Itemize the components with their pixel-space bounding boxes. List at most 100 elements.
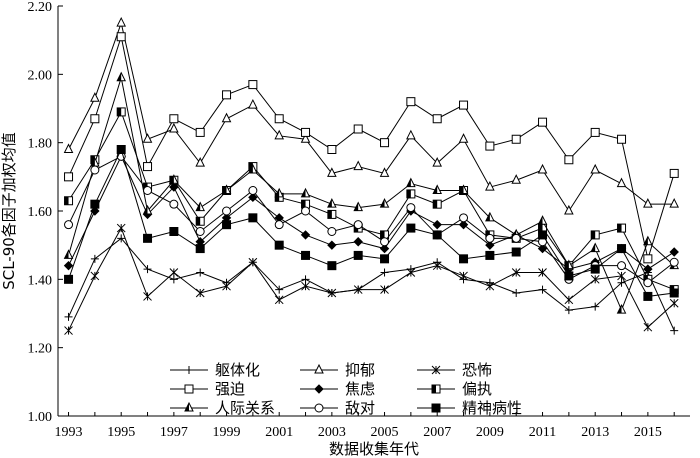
legend-label: 敌对 — [345, 399, 375, 417]
x-tick-label: 2011 — [529, 425, 556, 440]
legend-item: 焦虑 — [300, 380, 375, 398]
legend-marker — [185, 366, 193, 374]
data-point — [617, 271, 626, 281]
data-point — [301, 275, 310, 284]
data-point — [643, 278, 653, 288]
legend-marker — [431, 365, 441, 375]
legend-marker — [431, 403, 441, 413]
data-point — [616, 177, 627, 188]
data-point — [195, 127, 205, 137]
data-point — [591, 302, 600, 311]
data-point — [116, 223, 126, 233]
data-point — [564, 259, 574, 270]
data-point — [432, 230, 442, 240]
data-point — [353, 237, 363, 247]
y-tick-label: 1.60 — [28, 205, 53, 220]
data-point — [143, 162, 153, 172]
x-tick-label: 1995 — [107, 425, 135, 440]
data-point — [616, 303, 627, 314]
data-point — [459, 213, 469, 223]
data-point — [274, 295, 284, 305]
data-point — [590, 230, 600, 240]
data-point — [117, 234, 126, 243]
data-point — [274, 187, 285, 198]
data-point — [90, 165, 100, 175]
x-tick-label: 2001 — [265, 425, 293, 440]
series-2 — [64, 223, 679, 335]
legend-marker — [431, 384, 441, 394]
legend-marker — [314, 403, 324, 413]
data-point — [169, 199, 179, 209]
data-point — [195, 201, 206, 212]
data-point — [459, 254, 469, 264]
data-point — [511, 134, 521, 144]
data-point — [485, 250, 495, 260]
data-point — [512, 289, 521, 297]
legend-label: 抑郁 — [345, 361, 375, 379]
y-tick-label: 1.00 — [28, 410, 53, 425]
data-point — [669, 247, 679, 257]
data-point — [379, 167, 390, 177]
data-point — [64, 326, 73, 335]
data-point — [353, 220, 363, 230]
plot-frame — [57, 6, 690, 417]
data-point — [353, 124, 363, 134]
y-tick-label: 1.80 — [28, 137, 53, 152]
data-point — [116, 71, 127, 82]
data-point — [116, 145, 126, 154]
data-point — [406, 268, 416, 277]
data-point — [617, 134, 627, 144]
data-point — [669, 168, 679, 178]
y-tick-label: 1.40 — [28, 273, 53, 288]
series-line — [68, 155, 675, 284]
data-point — [458, 184, 469, 194]
y-tick-label: 2.20 — [28, 0, 53, 15]
data-point — [538, 268, 547, 277]
data-point — [617, 223, 627, 233]
y-axis-title: SCL-90各因子加权均值 — [0, 132, 18, 290]
data-point — [300, 133, 311, 143]
data-point — [485, 211, 495, 222]
data-point — [169, 122, 179, 133]
data-point — [64, 312, 73, 321]
data-point — [511, 247, 521, 257]
x-tick-label: 1993 — [55, 425, 83, 440]
data-point — [669, 288, 679, 298]
data-point — [353, 285, 363, 294]
data-point — [538, 285, 547, 294]
data-point — [643, 254, 653, 264]
series-line — [68, 155, 675, 270]
x-axis-title: 数据收集年代 — [329, 440, 419, 458]
data-point — [248, 192, 258, 203]
series-line — [68, 110, 675, 291]
data-point — [327, 261, 337, 271]
data-point — [327, 209, 337, 219]
x-tick-label: 2009 — [476, 425, 504, 440]
data-point — [432, 114, 442, 124]
series-line — [68, 237, 675, 331]
data-point — [458, 133, 469, 143]
legend-item: 人际关系 — [170, 399, 275, 417]
data-point — [379, 243, 390, 254]
legend-marker — [314, 363, 324, 374]
series-line — [68, 21, 675, 212]
data-point — [169, 268, 179, 277]
legend-item: 精神病性 — [417, 399, 522, 417]
data-point — [248, 257, 258, 267]
x-ticks: 1993 1995 1997 1999 2001 2003 2005 2007 2009 2011… — [55, 412, 675, 440]
series-line — [68, 34, 675, 261]
data-point — [432, 261, 442, 271]
data-point — [458, 219, 469, 230]
x-tick-label: 2005 — [371, 425, 399, 440]
data-point — [406, 177, 416, 188]
data-point — [669, 198, 680, 208]
data-point — [195, 244, 205, 254]
data-point — [248, 213, 258, 223]
data-point — [248, 80, 258, 90]
data-point — [432, 157, 443, 167]
data-point — [63, 260, 74, 271]
data-point — [327, 288, 337, 298]
data-point — [564, 306, 573, 315]
